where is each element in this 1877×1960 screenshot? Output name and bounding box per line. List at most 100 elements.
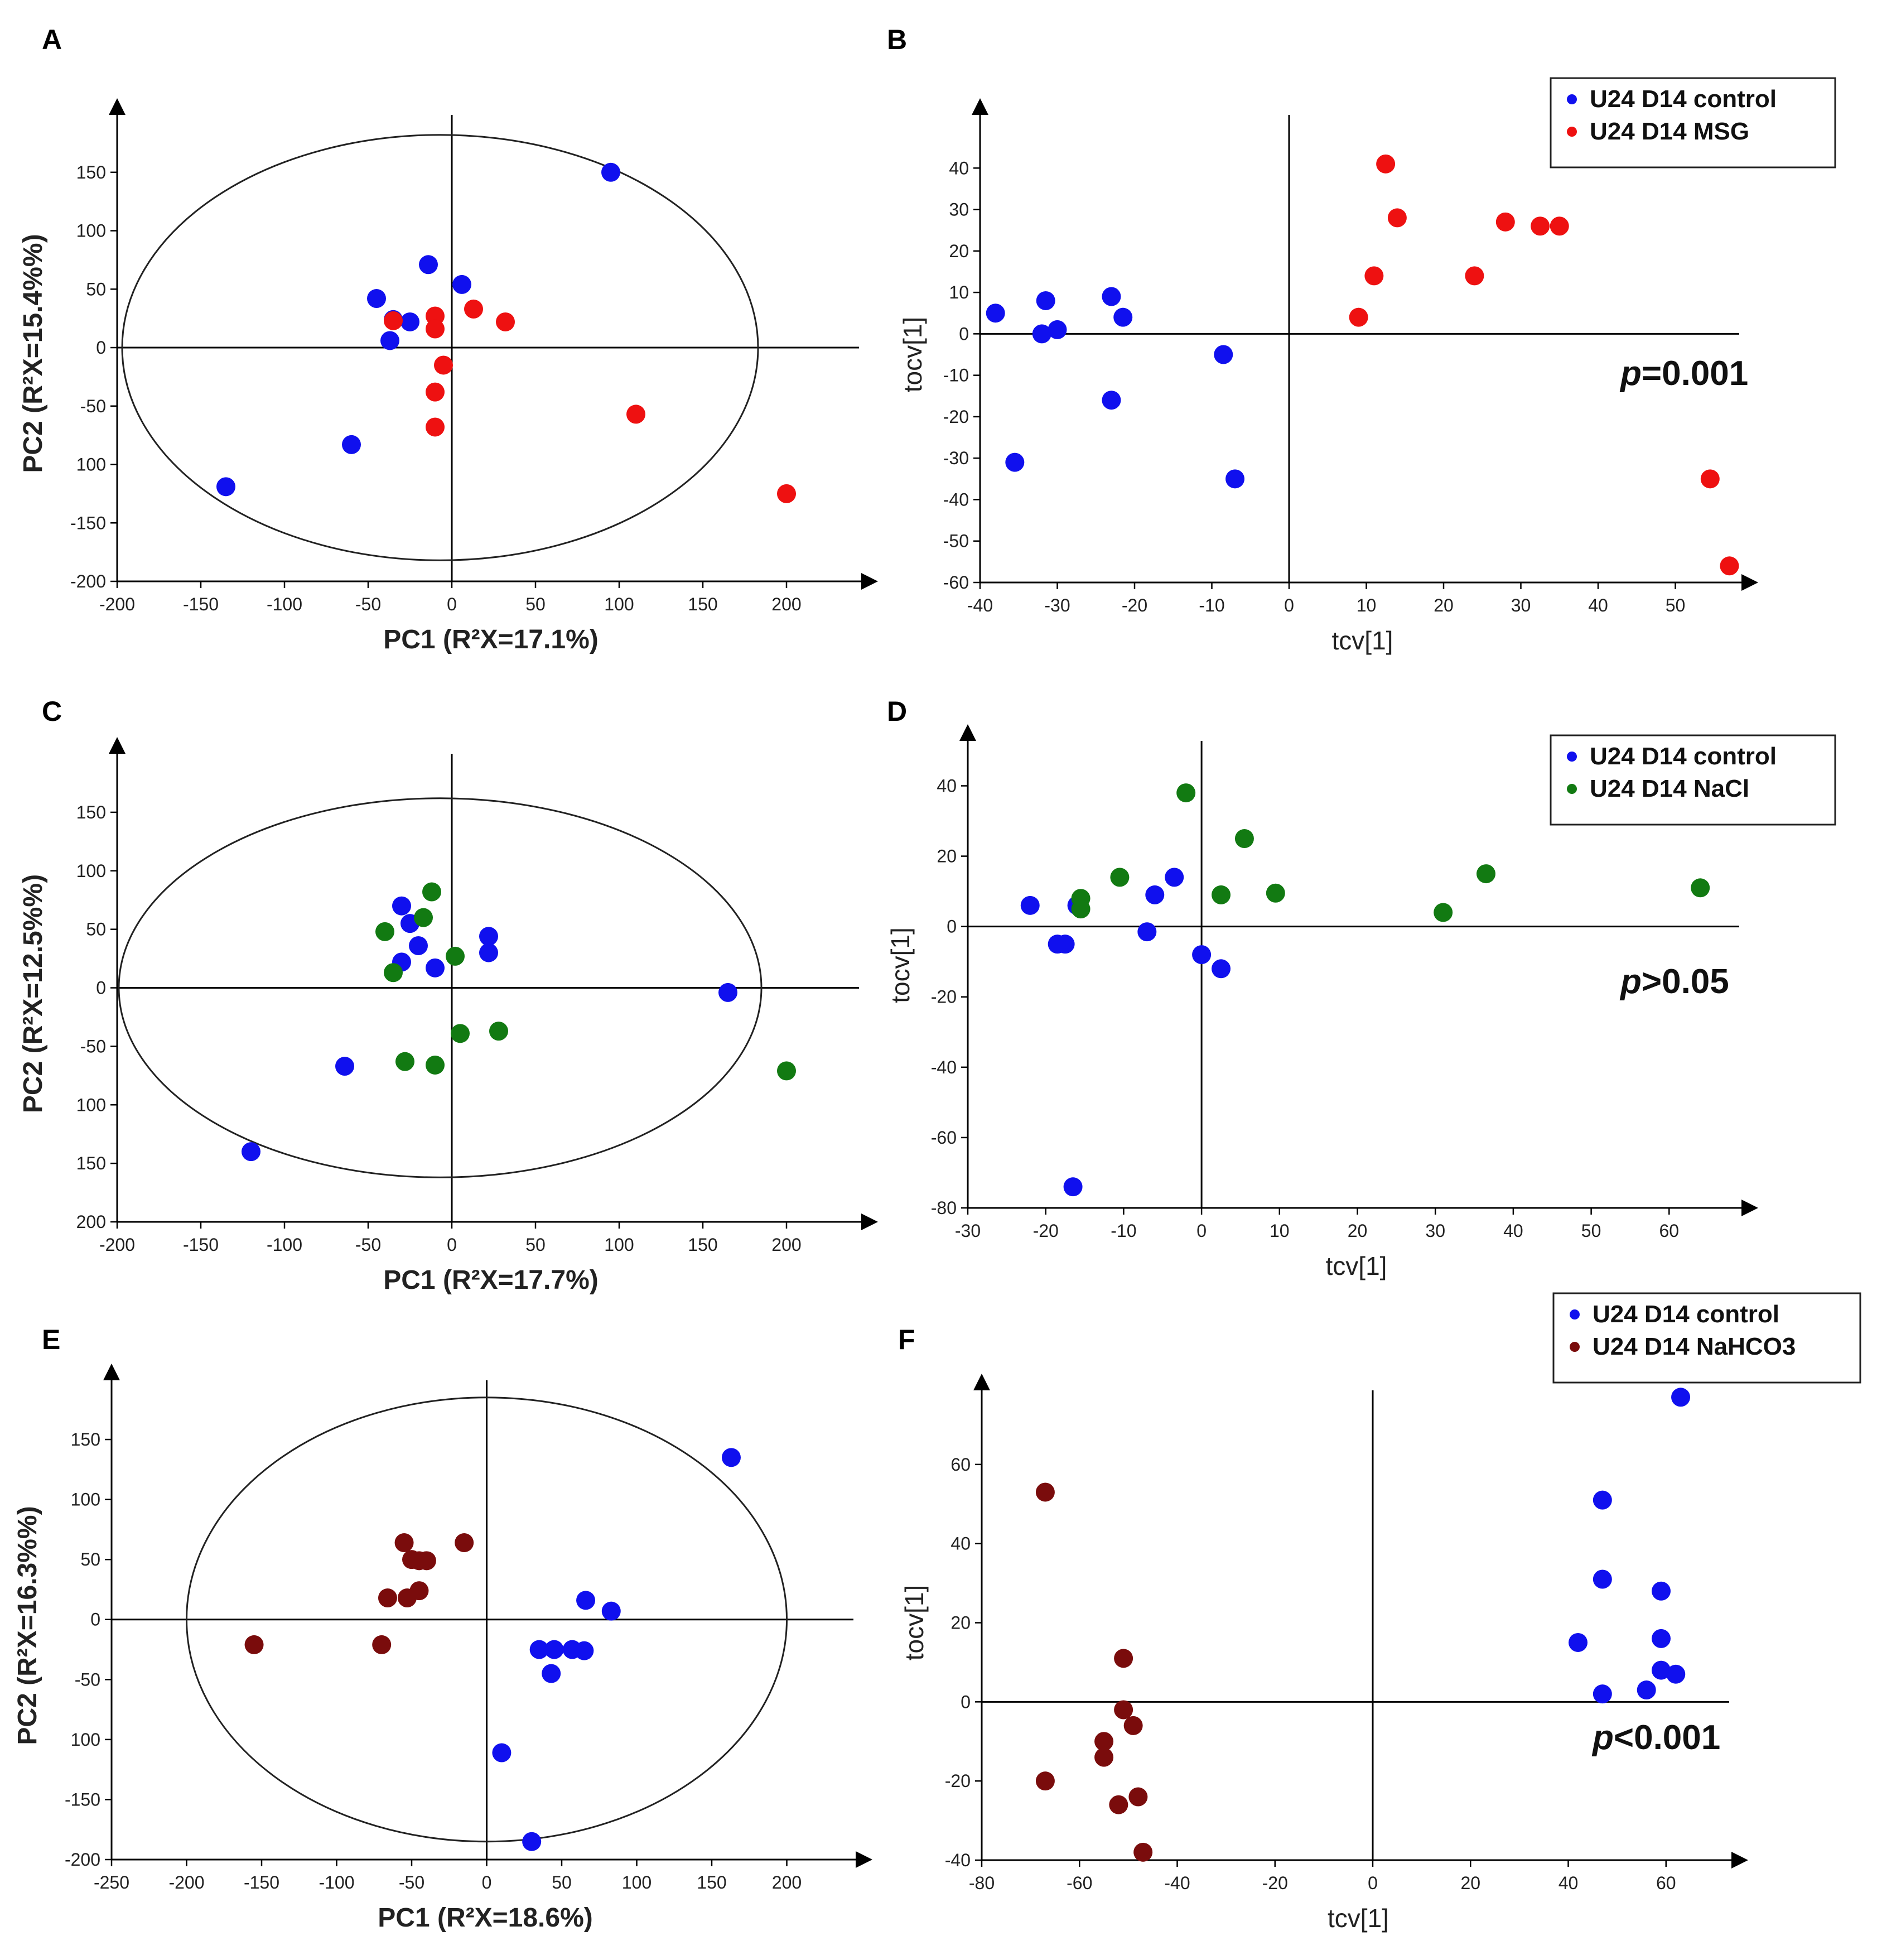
scatter-point-nacl bbox=[422, 882, 441, 902]
y-tick-label: 50 bbox=[80, 1549, 100, 1569]
y-tick-label: -30 bbox=[943, 448, 969, 468]
scatter-point-nahco3 bbox=[1035, 1771, 1055, 1791]
scatter-point-msg bbox=[1364, 266, 1384, 286]
x-tick-label: 60 bbox=[1659, 1221, 1680, 1241]
y-axis-title: tocv[1] bbox=[886, 927, 915, 1003]
y-axis-title: tocv[1] bbox=[900, 1585, 929, 1661]
x-tick-label: 150 bbox=[688, 1235, 717, 1255]
y-tick-label: 0 bbox=[959, 324, 969, 344]
y-tick-label: 60 bbox=[950, 1455, 971, 1475]
panel-d: D -30 -20 -10 0 10 20 30 40 50 60 -80 -60 -40 -20 0 20 40… bbox=[886, 696, 1836, 1280]
x-tick-label: 0 bbox=[1368, 1873, 1378, 1893]
x-tick-label: -30 bbox=[1044, 595, 1070, 615]
scatter-point-control bbox=[1145, 885, 1165, 904]
confidence-ellipse bbox=[121, 134, 759, 561]
panel-letter: E bbox=[42, 1324, 60, 1355]
legend: U24 D14 control U24 D14 NaCl bbox=[1550, 734, 1836, 826]
x-tick-label: 10 bbox=[1270, 1221, 1290, 1241]
y-tick-label: -50 bbox=[943, 531, 969, 551]
y-tick-label: -40 bbox=[945, 1850, 971, 1870]
x-tick-label: -150 bbox=[244, 1872, 279, 1892]
scatter-point-control bbox=[1048, 320, 1067, 339]
y-axis-title: PC2 (R²X=16.3%%) bbox=[13, 1506, 42, 1745]
scatter-point-nahco3 bbox=[1109, 1795, 1128, 1814]
x-tick-label: 50 bbox=[1666, 595, 1686, 615]
legend: U24 D14 control U24 D14 MSG bbox=[1550, 77, 1836, 168]
x-tick-label: -250 bbox=[94, 1872, 129, 1892]
scatter-point-nacl bbox=[426, 1055, 445, 1075]
legend-marker bbox=[1570, 1309, 1580, 1319]
x-tick-label: -100 bbox=[319, 1872, 354, 1892]
y-tick-label: -60 bbox=[931, 1128, 957, 1148]
scatter-point-control bbox=[492, 1743, 512, 1762]
scatter-point-msg bbox=[496, 312, 515, 331]
scatter-point-control bbox=[1593, 1569, 1612, 1589]
scatter-point-nacl bbox=[1476, 864, 1496, 884]
scatter-point-nahco3 bbox=[1133, 1842, 1153, 1862]
scatter-point-control bbox=[1063, 1177, 1083, 1197]
scatter-point-control bbox=[1651, 1581, 1671, 1601]
y-tick-label: 50 bbox=[86, 279, 106, 299]
scatter-point-nahco3 bbox=[378, 1588, 397, 1608]
scatter-point-nacl bbox=[451, 1024, 470, 1043]
x-tick-label: 200 bbox=[771, 594, 801, 614]
x-tick-label: -150 bbox=[183, 1235, 219, 1255]
x-axis-title: PC1 (R²X=17.1%) bbox=[383, 625, 598, 654]
x-tick-label: -150 bbox=[183, 594, 219, 614]
y-tick-label: 100 bbox=[76, 455, 106, 475]
scatter-point-nacl bbox=[1176, 783, 1196, 803]
scatter-point-msg bbox=[1465, 266, 1484, 286]
panel-e: E-250 -200 -150 -100 -50 0 50 100 150 200-200-150… bbox=[13, 1324, 872, 1933]
scatter-point-msg bbox=[1387, 208, 1407, 228]
y-axis-title: PC2 (R²X=12.5%%) bbox=[18, 874, 48, 1113]
x-tick-label: 30 bbox=[1425, 1221, 1445, 1241]
x-tick-label: -200 bbox=[168, 1872, 204, 1892]
scatter-point-control bbox=[1005, 452, 1025, 472]
x-tick-label: 40 bbox=[1503, 1221, 1523, 1241]
x-tick-label: -100 bbox=[267, 1235, 302, 1255]
legend-marker bbox=[1567, 127, 1577, 137]
y-tick-label: 150 bbox=[71, 1429, 100, 1449]
scatter-point-msg bbox=[384, 311, 403, 330]
scatter-point-control bbox=[1036, 291, 1055, 310]
y-tick-label: -60 bbox=[943, 572, 969, 593]
x-tick-label: 150 bbox=[688, 594, 717, 614]
scatter-point-control bbox=[419, 255, 438, 275]
panel-f: F -80 -60 -40 -20 0 20 40 60 -40 -20 0 20 40 60 tcv[1] t… bbox=[898, 1292, 1861, 1933]
x-tick-label: 20 bbox=[1460, 1873, 1480, 1893]
y-tick-label: 100 bbox=[71, 1490, 100, 1510]
y-tick-label: 50 bbox=[86, 919, 106, 940]
scatter-point-control bbox=[1593, 1684, 1612, 1704]
y-tick-label: 0 bbox=[96, 978, 106, 998]
legend-label: U24 D14 control bbox=[1590, 85, 1777, 113]
panel-letter: D bbox=[887, 696, 907, 727]
scatter-point-control bbox=[1212, 959, 1231, 979]
y-axis-title: tocv[1] bbox=[898, 317, 927, 393]
x-tick-label: 40 bbox=[1588, 595, 1608, 615]
x-tick-label: -40 bbox=[1164, 1873, 1190, 1893]
scatter-point-nacl bbox=[777, 1061, 796, 1081]
scatter-point-nacl bbox=[446, 946, 465, 966]
scatter-point-control bbox=[1102, 391, 1121, 410]
scatter-point-nacl bbox=[1266, 883, 1285, 903]
scatter-point-msg bbox=[1531, 216, 1550, 236]
y-tick-label: -10 bbox=[943, 365, 969, 386]
legend-box bbox=[1550, 77, 1836, 168]
legend-box bbox=[1550, 734, 1836, 826]
scatter-point-control bbox=[522, 1832, 542, 1851]
x-tick-label: -200 bbox=[99, 1235, 135, 1255]
y-tick-label: 10 bbox=[949, 282, 969, 302]
scatter-point-nahco3 bbox=[372, 1635, 392, 1654]
x-tick-label: 0 bbox=[482, 1872, 492, 1892]
y-tick-label: 150 bbox=[76, 162, 106, 182]
scatter-point-nahco3 bbox=[1094, 1747, 1114, 1767]
x-axis-title: tcv[1] bbox=[1328, 1904, 1389, 1933]
scatter-point-control bbox=[1032, 324, 1051, 344]
y-tick-label: -20 bbox=[945, 1771, 971, 1791]
x-tick-label: 100 bbox=[604, 594, 634, 614]
scatter-point-control bbox=[1666, 1664, 1686, 1684]
scatter-point-control bbox=[544, 1640, 564, 1659]
scatter-point-nahco3 bbox=[397, 1588, 417, 1608]
legend-label: U24 D14 control bbox=[1593, 1301, 1779, 1328]
